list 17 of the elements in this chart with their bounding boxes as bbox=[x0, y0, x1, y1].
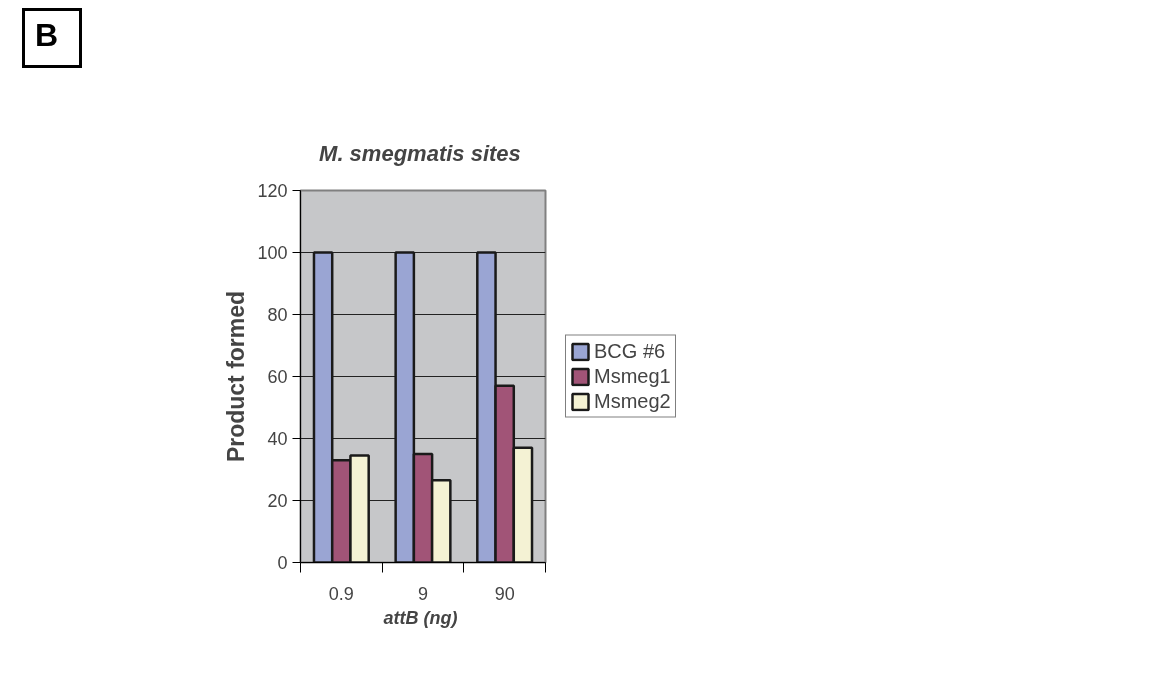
x-tick-label: 0.9 bbox=[328, 583, 354, 604]
x-tick-label: 90 bbox=[494, 583, 515, 604]
legend-label: Msmeg1 bbox=[594, 364, 671, 388]
y-tick-label: 80 bbox=[267, 305, 288, 325]
text: B bbox=[35, 16, 59, 55]
chart-title: M. smegmatis sites bbox=[319, 140, 521, 166]
x-tick-label: 9 bbox=[417, 583, 429, 604]
y-tick-label: 20 bbox=[267, 491, 288, 511]
y-tick-label: 40 bbox=[267, 429, 288, 449]
y-tick-label: 60 bbox=[267, 367, 288, 387]
y-tick-label: 0 bbox=[277, 553, 288, 573]
y-axis-title: Product formed bbox=[223, 290, 250, 463]
legend-label: BCG #6 bbox=[594, 339, 666, 363]
y-tick-label: 100 bbox=[257, 243, 288, 263]
y-tick-label: 120 bbox=[257, 181, 288, 201]
x-axis-title: attB (ng) bbox=[383, 607, 458, 628]
legend-label: Msmeg2 bbox=[594, 389, 671, 413]
